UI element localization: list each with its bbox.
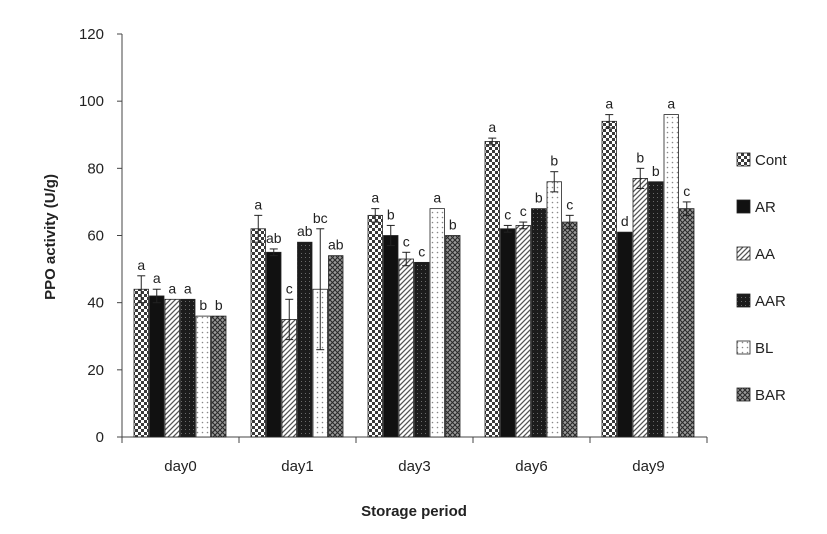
significance-label: c — [504, 206, 511, 222]
legend-label-aar: AAR — [755, 293, 786, 310]
x-axis-title: Storage period — [361, 503, 467, 520]
significance-label: b — [387, 206, 395, 222]
legend-swatch-ar — [736, 199, 751, 214]
bar-aar-day0 — [180, 298, 196, 438]
legend-label-cont: Cont — [755, 152, 788, 169]
bar-bl-day6 — [546, 181, 562, 438]
significance-label: a — [488, 119, 496, 135]
legend-label-bar: BAR — [755, 387, 786, 404]
significance-label: b — [199, 297, 207, 313]
x-tick-label: day3 — [398, 458, 431, 475]
significance-label: b — [652, 163, 660, 179]
bar-aar-day1 — [297, 241, 313, 438]
legend-swatch-bl — [736, 340, 751, 355]
legend: Cont AR AA AAR BL BAR — [736, 152, 788, 404]
significance-label: d — [621, 213, 629, 229]
legend-swatch-cont — [736, 152, 751, 167]
bar-aa-day0 — [164, 298, 180, 438]
legend-label-ar: AR — [755, 199, 776, 216]
significance-label: b — [449, 217, 457, 233]
y-tick-label: 20 — [87, 362, 104, 379]
significance-label: b — [215, 297, 223, 313]
x-tick-label: day9 — [632, 458, 665, 475]
significance-label: a — [254, 196, 262, 212]
bar-bl-day9 — [663, 114, 679, 438]
bar-bar-day9 — [679, 208, 695, 438]
bar-cont-day0 — [133, 288, 149, 438]
bar-aa-day3 — [398, 258, 414, 438]
bar-bar-day6 — [562, 221, 578, 438]
significance-label: a — [667, 96, 675, 112]
bar-bar-day3 — [445, 235, 461, 438]
bar-ar-day1 — [266, 251, 282, 438]
legend-swatch-aar — [736, 293, 751, 308]
significance-label: a — [433, 190, 441, 206]
significance-label: c — [520, 203, 527, 219]
bar-aar-day9 — [648, 181, 664, 438]
significance-label: ab — [266, 230, 282, 246]
significance-label: a — [137, 257, 145, 273]
bar-cont-day1 — [250, 228, 266, 438]
bar-aar-day3 — [414, 261, 430, 438]
significance-label: c — [286, 280, 293, 296]
bar-cont-day9 — [601, 120, 617, 438]
significance-label: b — [535, 190, 543, 206]
significance-label: bc — [313, 210, 328, 226]
significance-label: a — [184, 280, 192, 296]
significance-label: c — [403, 233, 410, 249]
y-tick-label: 120 — [79, 26, 104, 43]
significance-label: b — [636, 149, 644, 165]
significance-label: ab — [297, 223, 313, 239]
bar-ar-day0 — [149, 295, 165, 438]
x-tick-label: day1 — [281, 458, 314, 475]
y-axis-title: PPO activity (U/g) — [42, 174, 59, 300]
bar-bar-day0 — [211, 315, 227, 438]
legend-swatch-bar — [736, 387, 751, 402]
legend-label-aa: AA — [755, 246, 775, 263]
legend-label-bl: BL — [755, 340, 773, 357]
y-tick-label: 100 — [79, 93, 104, 110]
bar-bl-day3 — [429, 208, 445, 438]
bar-cont-day3 — [367, 214, 383, 438]
significance-label: b — [550, 153, 558, 169]
bar-aa-day9 — [632, 178, 648, 438]
bar-ar-day6 — [500, 228, 516, 438]
legend-swatch-aa — [736, 246, 751, 261]
significance-label: c — [566, 196, 573, 212]
significance-label: a — [371, 190, 379, 206]
y-tick-label: 0 — [96, 429, 104, 446]
bar-bl-day0 — [195, 315, 211, 438]
x-tick-label: day0 — [164, 458, 197, 475]
bar-aar-day6 — [531, 208, 547, 438]
significance-label: a — [153, 270, 161, 286]
significance-label: c — [683, 183, 690, 199]
significance-label: a — [605, 96, 613, 112]
x-tick-label: day6 — [515, 458, 548, 475]
bar-ar-day3 — [383, 235, 399, 438]
y-tick-label: 60 — [87, 228, 104, 245]
bar-bar-day1 — [328, 255, 344, 438]
y-tick-label: 80 — [87, 160, 104, 177]
significance-label: ab — [328, 237, 344, 253]
significance-label: c — [418, 243, 425, 259]
bar-aa-day6 — [515, 225, 531, 438]
axes: 0 20 40 60 80 100 120 day0 day1 day3 day6 day9 — [79, 26, 708, 475]
bar-ar-day9 — [617, 231, 633, 438]
bar-cont-day6 — [484, 141, 500, 438]
significance-label: a — [168, 280, 176, 296]
y-tick-label: 40 — [87, 295, 104, 312]
